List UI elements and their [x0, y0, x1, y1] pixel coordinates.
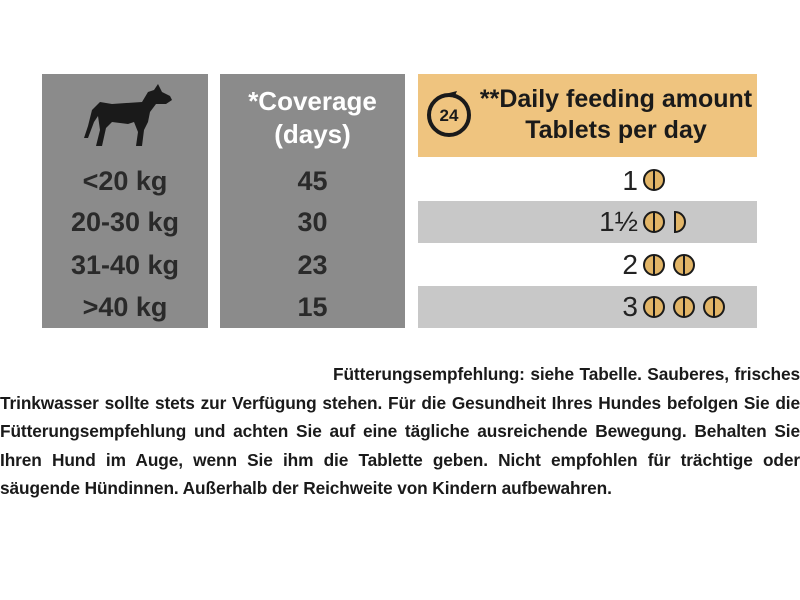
row-bg [418, 244, 757, 285]
tablets: 1½ [599, 206, 638, 237]
row-bg [418, 286, 757, 328]
row-bg [418, 201, 757, 243]
daily-header: **Daily feeding amount [479, 85, 753, 113]
coverage-header: (days) [274, 119, 351, 149]
paragraph: Fütterungsempfehlung: siehe Tabelle. Sau… [0, 364, 800, 498]
weight: >40 kg [82, 291, 168, 322]
row-bg [418, 160, 757, 200]
dog-icon [84, 84, 172, 146]
tablets: 1 [622, 165, 638, 196]
coverage-header: *Coverage [248, 86, 377, 116]
weight: <20 kg [82, 165, 168, 196]
daily-header-bg [418, 74, 757, 157]
weight: 20-30 kg [70, 206, 180, 237]
weight: 31-40 kg [70, 249, 180, 280]
days: 45 [297, 165, 328, 196]
days: 23 [297, 249, 328, 280]
tablet-icons [643, 169, 725, 318]
tablets: 2 [622, 249, 638, 280]
clock-icon: 24 [427, 91, 471, 137]
clock-badge: 24 [440, 106, 459, 125]
tablets: 3 [622, 291, 638, 322]
days: 15 [297, 291, 328, 322]
daily-header: Tablets per day [525, 116, 707, 144]
coverage-column [220, 74, 405, 328]
days: 30 [297, 206, 328, 237]
